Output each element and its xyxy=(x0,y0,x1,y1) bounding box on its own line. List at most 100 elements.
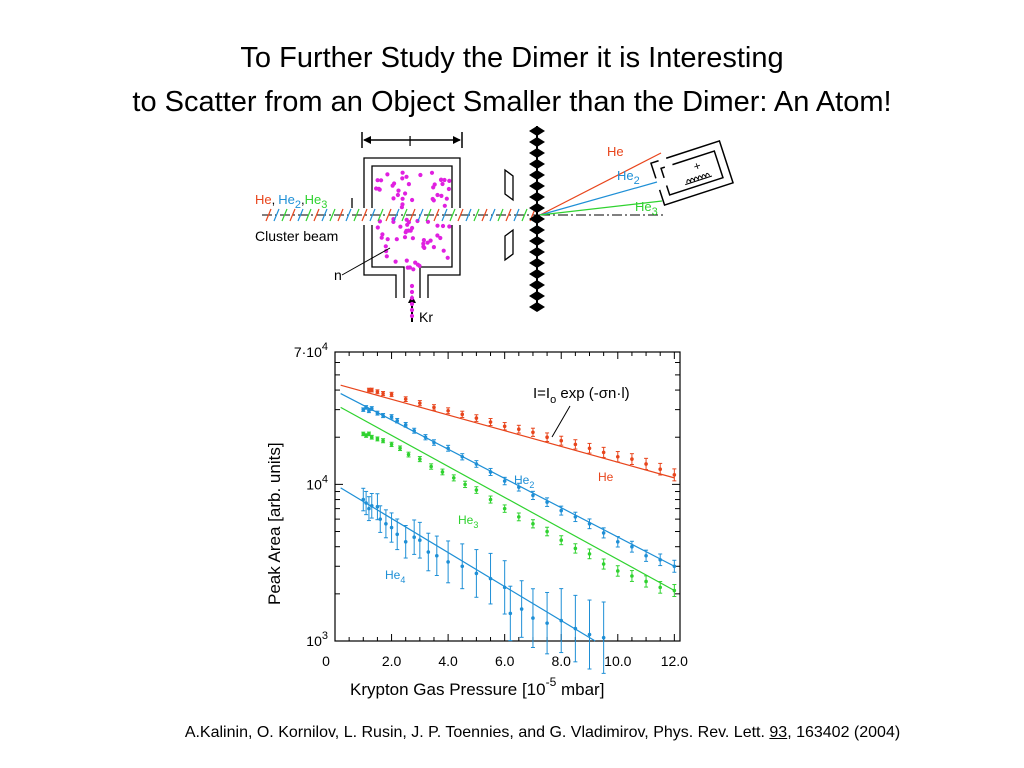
beam-hatch-mark xyxy=(305,208,312,222)
detector-plus-label: + xyxy=(692,158,703,173)
beam-hatch-mark xyxy=(265,208,272,222)
data-point-he2 xyxy=(615,536,620,548)
krypton-atom xyxy=(409,301,415,307)
beam-hatch-mark xyxy=(289,208,296,222)
krypton-atom xyxy=(385,172,390,177)
beam-hatch-mark xyxy=(369,208,376,222)
grating-tooth xyxy=(537,148,545,158)
grating-tooth xyxy=(529,137,537,147)
series-label-he3: He3 xyxy=(458,513,478,530)
incident-beam-label: He, He2,He3 xyxy=(255,192,327,211)
scattering-cell xyxy=(351,157,461,298)
series-label-he2: He2 xyxy=(514,473,534,490)
data-point-he xyxy=(460,410,465,418)
grating-tooth xyxy=(529,291,537,301)
krypton-atom xyxy=(394,237,399,242)
data-point-he4 xyxy=(403,525,408,559)
data-point-he2 xyxy=(366,408,371,414)
data-point-he xyxy=(629,453,634,466)
krypton-atom xyxy=(409,289,415,295)
data-point-he4 xyxy=(395,518,400,551)
x-tick-label: 8.0 xyxy=(551,653,571,669)
data-point-he xyxy=(502,422,507,431)
krypton-atom xyxy=(413,260,418,265)
beam-hatch-mark xyxy=(505,208,512,222)
data-point-he2 xyxy=(644,549,649,562)
beam-hatch-mark xyxy=(441,208,448,222)
data-point-he4 xyxy=(474,549,479,598)
series-labels: He He2 He3 He4 xyxy=(385,470,614,585)
x-tick-label: 6.0 xyxy=(495,653,515,669)
data-point-he2 xyxy=(375,410,380,416)
data-point-he2 xyxy=(403,421,408,428)
y-tick-labels: 103 104 7·104 xyxy=(294,341,328,649)
y-tick-label: 104 xyxy=(306,473,328,492)
data-point-he4 xyxy=(601,601,606,674)
length-label: l xyxy=(408,133,411,149)
series-label-he4: He4 xyxy=(385,568,405,585)
data-point-he2 xyxy=(412,427,417,434)
y-tick-label: 7·104 xyxy=(294,341,328,360)
data-point-he4 xyxy=(446,540,451,584)
data-point-he2 xyxy=(672,559,677,573)
beam-hatch-mark xyxy=(449,208,456,222)
krypton-atom xyxy=(380,232,385,237)
mass-spectrometer-detector: + xyxy=(650,140,734,206)
slide-title-line-1: To Further Study the Dimer it is Interes… xyxy=(240,42,784,74)
data-point-he2 xyxy=(559,505,564,516)
grating-tooth xyxy=(537,247,545,257)
beam-hatch-mark xyxy=(385,208,392,222)
grating-tooth xyxy=(537,269,545,279)
krypton-atom xyxy=(375,225,380,230)
data-point-he3 xyxy=(375,436,380,442)
krypton-atom xyxy=(431,245,436,250)
data-point-he xyxy=(615,451,620,463)
y-tick-label: 103 xyxy=(306,630,328,649)
grating-tooth xyxy=(537,159,545,169)
data-point-he3 xyxy=(440,468,445,476)
data-point-he3 xyxy=(516,512,521,522)
data-point-he3 xyxy=(369,434,374,440)
beam-hatch-mark xyxy=(377,208,384,222)
gas-label: Kr xyxy=(419,309,433,325)
beam-hatch-mark xyxy=(513,208,520,222)
data-point-he4 xyxy=(426,532,431,572)
krypton-atom xyxy=(404,174,409,179)
grating-tooth xyxy=(537,236,545,246)
data-point-he2 xyxy=(389,414,394,420)
data-point-he xyxy=(559,435,564,446)
data-point-he3 xyxy=(502,504,507,513)
data-point-he3 xyxy=(559,535,564,546)
krypton-atom xyxy=(432,182,437,187)
data-point-he4 xyxy=(378,505,383,533)
beam-hatch-mark xyxy=(313,208,320,222)
data-point-he4 xyxy=(364,490,369,516)
data-point-he2 xyxy=(587,518,592,530)
data-point-he3 xyxy=(488,495,493,504)
grating-tooth xyxy=(537,291,545,301)
data-point-he2 xyxy=(423,434,428,441)
krypton-atom xyxy=(400,170,405,175)
krypton-atom xyxy=(435,233,440,238)
data-point-he4 xyxy=(502,560,507,615)
grating-tooth xyxy=(537,126,545,136)
krypton-atom xyxy=(446,186,451,192)
krypton-atom xyxy=(406,220,411,225)
diffracted-he-beam xyxy=(539,152,662,216)
data-point-he2 xyxy=(395,417,400,424)
beam-hatch-mark xyxy=(409,208,416,222)
krypton-atom xyxy=(375,178,380,183)
beam-hatch-mark xyxy=(337,208,344,222)
transmission-grating xyxy=(529,126,545,312)
krypton-atom xyxy=(396,188,401,193)
beam-hatch-mark xyxy=(297,208,304,222)
beam-hatch-mark xyxy=(417,208,424,222)
data-point-he2 xyxy=(488,467,493,476)
diffracted-he3-beam xyxy=(539,200,663,216)
slide-title-line-2: to Scatter from an Object Smaller than t… xyxy=(132,86,892,118)
data-point-he4 xyxy=(530,588,535,648)
data-point-he2 xyxy=(431,439,436,446)
krypton-atom xyxy=(421,241,426,246)
